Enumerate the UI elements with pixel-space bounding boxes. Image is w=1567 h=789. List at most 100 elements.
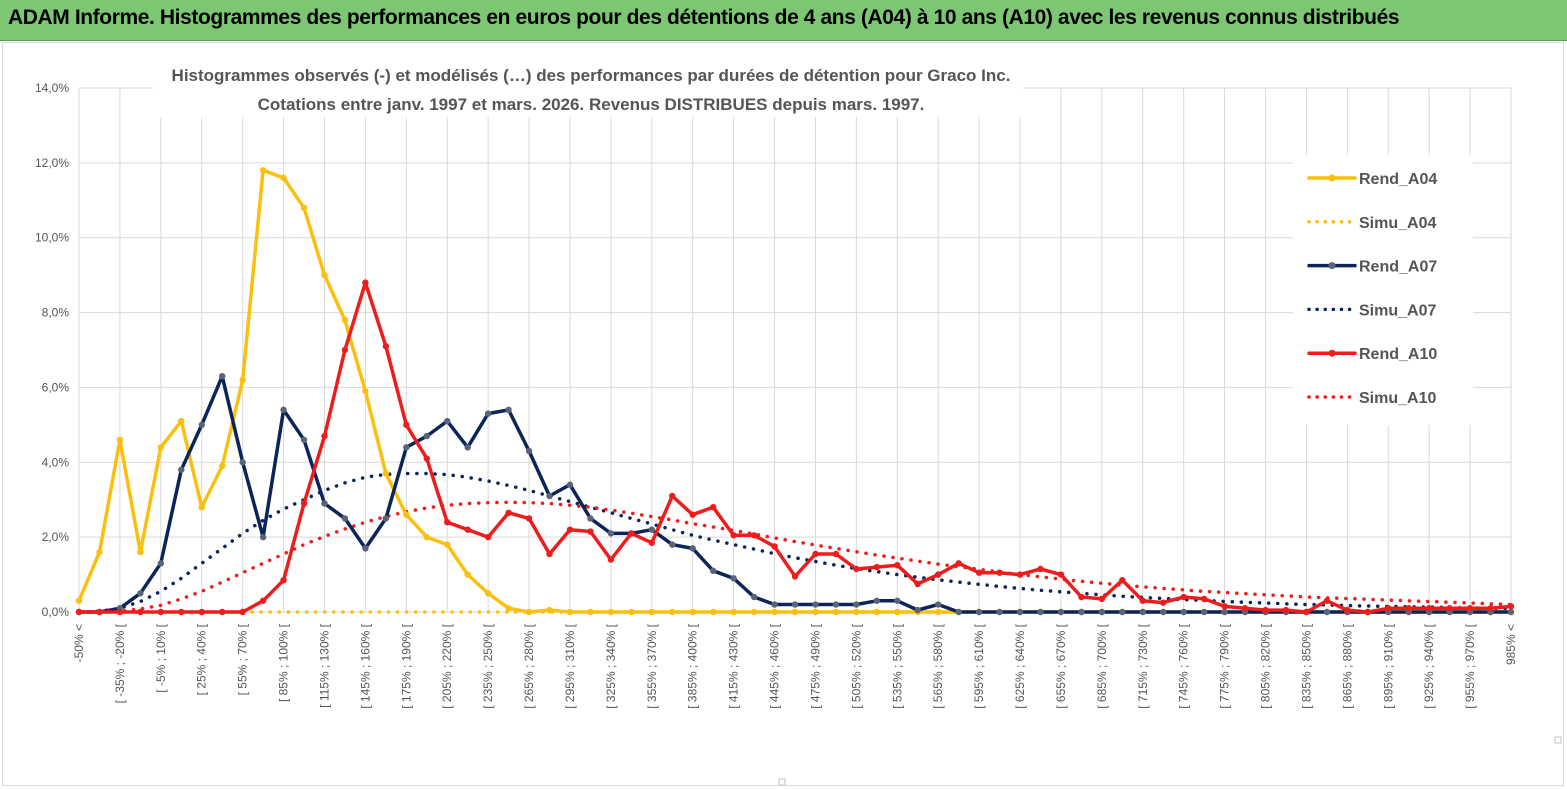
data-point-rend-a04 — [730, 608, 737, 616]
data-point-rend-a07 — [300, 436, 308, 444]
data-point-rend-a07 — [505, 406, 512, 414]
data-point-rend-a10 — [1425, 605, 1433, 612]
data-point-rend-a10 — [853, 565, 860, 573]
legend-marker-rend-a04 — [1328, 174, 1336, 182]
data-point-rend-a07 — [709, 567, 717, 575]
data-point-rend-a04 — [259, 167, 267, 174]
header-banner: ADAM Informe. Histogrammes des performan… — [0, 0, 1567, 41]
data-point-rend-a07 — [525, 447, 533, 455]
data-point-rend-a10 — [280, 576, 287, 584]
report-title: ADAM Informe. Histogrammes des performan… — [8, 6, 1400, 29]
resize-handle-bottom[interactable] — [778, 778, 786, 785]
x-tick-label: [ 535% ; 550% [ — [890, 623, 904, 708]
x-tick-label: [ 625% ; 640% [ — [1013, 623, 1027, 708]
data-point-rend-a04 — [525, 608, 533, 616]
data-point-rend-a07 — [1160, 608, 1167, 616]
data-point-rend-a10 — [791, 573, 799, 580]
data-point-rend-a04 — [239, 376, 246, 384]
data-point-rend-a07 — [321, 500, 328, 507]
data-point-rend-a10 — [1160, 599, 1167, 606]
data-point-rend-a04 — [484, 590, 492, 597]
data-point-rend-a04 — [341, 316, 349, 324]
data-point-rend-a07 — [1119, 608, 1126, 616]
data-point-rend-a04 — [546, 606, 553, 614]
data-point-rend-a10 — [1016, 571, 1024, 578]
data-point-rend-a04 — [894, 608, 901, 616]
data-point-rend-a10 — [1057, 571, 1065, 578]
x-tick-label: [ 835% ; 850% [ — [1299, 623, 1313, 708]
x-tick-label: [ 685% ; 700% [ — [1095, 623, 1109, 708]
data-point-rend-a10 — [1364, 608, 1372, 616]
data-point-rend-a04 — [709, 608, 717, 616]
y-tick-label: 4,0% — [42, 455, 70, 469]
data-point-rend-a04 — [157, 444, 165, 451]
data-point-rend-a07 — [382, 515, 390, 522]
y-tick-label: 6,0% — [42, 380, 70, 394]
series-line-simu-a10 — [77, 500, 1513, 614]
data-point-rend-a10 — [894, 562, 901, 569]
x-tick-label: -50% < — [72, 624, 86, 662]
data-point-rend-a10 — [1344, 606, 1351, 614]
data-point-rend-a10 — [730, 532, 737, 539]
data-point-rend-a04 — [96, 548, 103, 556]
data-point-rend-a04 — [607, 608, 615, 616]
data-point-rend-a10 — [873, 563, 881, 571]
data-point-rend-a04 — [505, 605, 512, 612]
x-tick-label: [ 955% ; 970% [ — [1463, 623, 1477, 708]
data-point-rend-a10 — [1200, 595, 1208, 603]
legend-label-rend-a07: Rend_A07 — [1359, 259, 1437, 276]
data-point-rend-a10 — [1446, 605, 1453, 612]
data-point-rend-a04 — [771, 608, 778, 616]
data-point-rend-a04 — [362, 387, 369, 395]
data-point-rend-a10 — [505, 509, 512, 517]
x-tick-label: [ 205% ; 220% [ — [440, 623, 454, 708]
data-point-rend-a10 — [259, 597, 267, 604]
data-point-rend-a10 — [239, 608, 246, 616]
data-point-rend-a10 — [996, 569, 1003, 576]
data-point-rend-a10 — [709, 504, 717, 511]
x-tick-label: [ 295% ; 310% [ — [563, 623, 577, 708]
data-point-rend-a10 — [546, 550, 553, 558]
data-point-rend-a04 — [198, 504, 205, 511]
data-point-rend-a10 — [157, 608, 165, 616]
x-tick-label: [ 925% ; 940% [ — [1422, 623, 1436, 708]
data-point-rend-a04 — [280, 174, 287, 182]
data-point-rend-a07 — [1507, 608, 1515, 616]
data-point-rend-a10 — [914, 580, 921, 588]
legend-label-simu-a10: Simu_A10 — [1359, 390, 1436, 407]
data-point-rend-a07 — [648, 526, 655, 533]
data-point-rend-a10 — [484, 533, 492, 541]
data-point-rend-a04 — [444, 541, 451, 548]
data-point-rend-a04 — [75, 597, 83, 604]
data-point-rend-a10 — [1262, 606, 1269, 614]
data-point-rend-a10 — [362, 279, 369, 286]
data-point-rend-a10 — [1282, 606, 1290, 614]
legend-marker-rend-a07 — [1328, 262, 1336, 270]
chart-subtitle-line: Cotations entre janv. 1997 et mars. 2026… — [258, 95, 925, 114]
data-point-rend-a10 — [444, 518, 451, 526]
data-point-rend-a07 — [178, 466, 185, 473]
data-point-rend-a10 — [1303, 608, 1310, 616]
data-point-rend-a07 — [1098, 608, 1106, 616]
x-tick-label: [ 445% ; 460% [ — [768, 623, 782, 708]
y-tick-label: 10,0% — [35, 231, 69, 245]
legend-label-rend-a10: Rend_A10 — [1359, 346, 1437, 363]
data-point-rend-a07 — [1037, 608, 1044, 616]
x-tick-label: [ 655% ; 670% [ — [1054, 623, 1068, 708]
data-point-rend-a10 — [525, 515, 533, 522]
legend-label-rend-a04: Rend_A04 — [1359, 171, 1437, 188]
data-point-rend-a07 — [853, 601, 860, 608]
data-point-rend-a07 — [669, 541, 676, 548]
data-point-rend-a04 — [178, 417, 185, 425]
data-point-rend-a10 — [1466, 605, 1474, 612]
data-point-rend-a07 — [1057, 608, 1065, 616]
data-point-rend-a10 — [1180, 593, 1187, 601]
data-point-rend-a04 — [791, 608, 799, 616]
resize-handle-right[interactable] — [1554, 736, 1562, 744]
data-point-rend-a10 — [1323, 597, 1331, 604]
data-point-rend-a10 — [198, 608, 205, 616]
x-tick-label: [ 415% ; 430% [ — [727, 623, 741, 708]
data-point-rend-a07 — [259, 533, 267, 541]
data-point-rend-a07 — [873, 597, 881, 604]
data-point-rend-a07 — [812, 601, 819, 608]
